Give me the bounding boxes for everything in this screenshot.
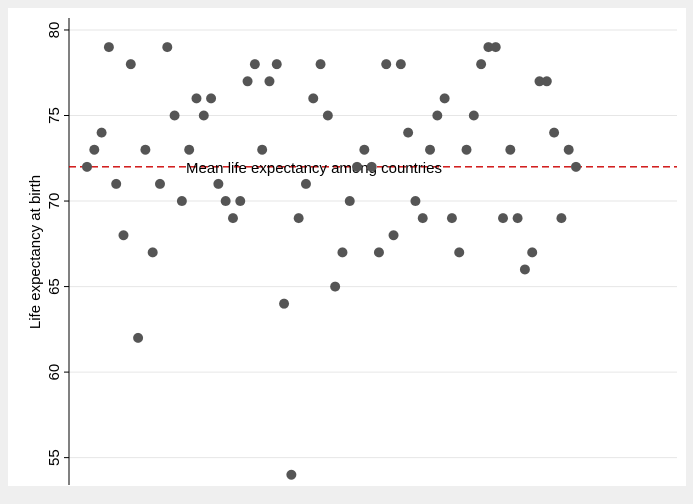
point	[286, 469, 297, 480]
point	[403, 127, 414, 138]
point	[111, 178, 122, 189]
point	[410, 196, 421, 207]
point	[388, 230, 399, 241]
point	[519, 264, 530, 275]
point	[330, 281, 341, 292]
point	[169, 110, 180, 121]
point	[257, 144, 268, 155]
point	[147, 247, 158, 258]
point	[184, 144, 195, 155]
point	[563, 144, 574, 155]
point	[483, 42, 494, 53]
point	[381, 59, 392, 70]
point	[534, 76, 545, 87]
point	[315, 59, 326, 70]
point	[446, 213, 457, 224]
y-tick-label: 80	[46, 22, 63, 39]
y-axis-label: Life expectancy at birth	[27, 175, 44, 329]
point	[425, 144, 436, 155]
point	[337, 247, 348, 258]
point	[293, 213, 304, 224]
y-tick-label: 65	[46, 278, 63, 295]
point	[235, 196, 246, 207]
point	[242, 76, 253, 87]
y-tick-label: 70	[46, 193, 63, 210]
y-tick-label: 75	[46, 107, 63, 124]
point	[89, 144, 100, 155]
point	[162, 42, 173, 53]
point	[140, 144, 151, 155]
y-tick-label: 60	[46, 364, 63, 381]
point	[191, 93, 202, 104]
point	[198, 110, 209, 121]
point	[213, 178, 224, 189]
point	[176, 196, 187, 207]
y-tick-label: 55	[46, 449, 63, 466]
point	[454, 247, 465, 258]
point	[498, 213, 509, 224]
point	[490, 42, 501, 53]
point	[300, 178, 311, 189]
point	[439, 93, 450, 104]
reference-label: Mean life expectancy among countries	[186, 160, 442, 177]
point	[125, 59, 136, 70]
point	[556, 213, 567, 224]
point	[206, 93, 217, 104]
point	[96, 127, 107, 138]
point	[271, 59, 282, 70]
point	[549, 127, 560, 138]
point	[352, 161, 363, 172]
point	[417, 213, 428, 224]
point	[571, 161, 581, 172]
point	[249, 59, 260, 70]
point	[541, 76, 552, 87]
point	[133, 332, 144, 343]
point	[366, 161, 377, 172]
point	[527, 247, 538, 258]
point	[468, 110, 479, 121]
point	[373, 247, 384, 258]
point	[308, 93, 319, 104]
point	[395, 59, 406, 70]
point	[476, 59, 487, 70]
point	[344, 196, 355, 207]
point	[220, 196, 231, 207]
point	[264, 76, 275, 87]
point	[512, 213, 523, 224]
point	[103, 42, 114, 53]
point	[359, 144, 370, 155]
point	[322, 110, 333, 121]
point	[118, 230, 129, 241]
point	[154, 178, 165, 189]
plot-panel	[8, 8, 686, 486]
point	[505, 144, 516, 155]
point	[82, 161, 92, 172]
point	[461, 144, 472, 155]
point	[279, 298, 290, 309]
point	[432, 110, 443, 121]
point	[227, 213, 238, 224]
